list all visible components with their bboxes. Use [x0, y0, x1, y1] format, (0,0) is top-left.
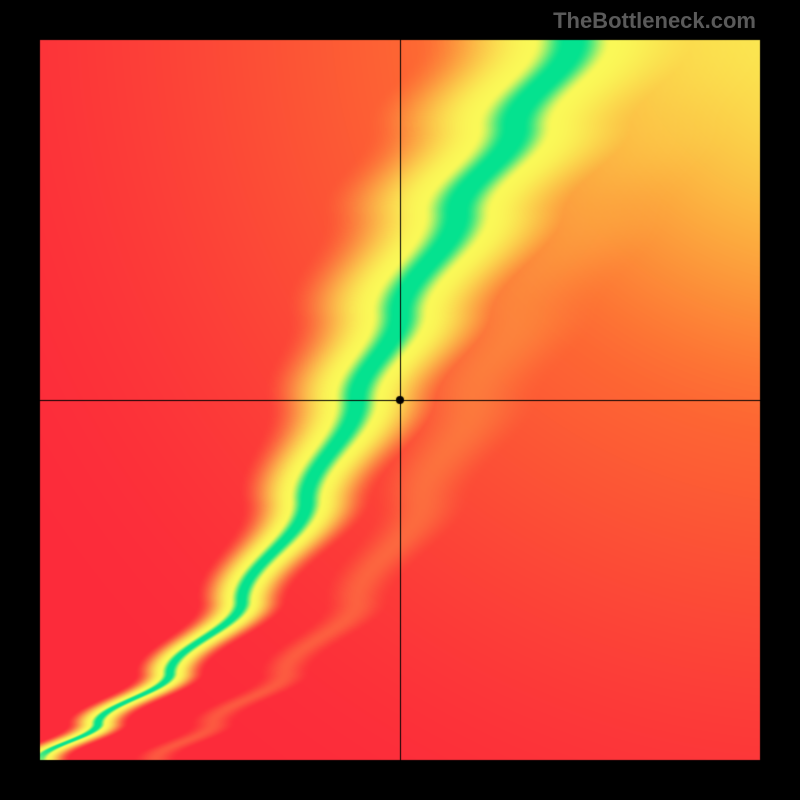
watermark-text: TheBottleneck.com: [553, 8, 756, 34]
chart-container: TheBottleneck.com: [0, 0, 800, 800]
bottleneck-heatmap: [0, 0, 800, 800]
